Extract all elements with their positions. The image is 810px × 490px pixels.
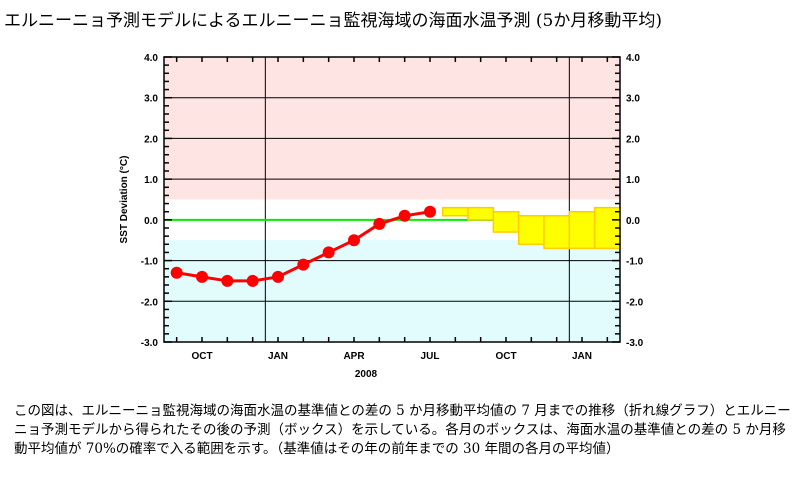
x-tick-label: OCT [191,351,212,362]
observed-point [424,205,436,218]
y-tick-label-right: 3.0 [626,94,640,105]
observed-point [170,266,183,279]
forecast-box [543,215,571,250]
y-tick-label-left: -1.0 [141,257,159,268]
observed-point [272,270,284,283]
observed-point [196,270,208,283]
observed-point [398,209,411,222]
la-nina-zone [164,240,620,342]
y-tick-label-left: -2.0 [141,297,159,308]
el-nino-zone [164,57,620,200]
x-axis-label: 2008 [355,369,378,380]
page-title: エルニーニョ予測モデルによるエルニーニョ監視海域の海面水温予測 (5か月移動平均… [4,11,662,31]
y-tick-label-left: 3.0 [144,94,158,105]
y-tick-label-left: 1.0 [144,175,158,186]
x-tick-label: OCT [495,351,516,362]
y-tick-label-left: 2.0 [144,134,158,145]
y-tick-label-left: 0.0 [144,216,158,227]
observed-point [322,246,335,259]
y-tick-label-right: 1.0 [626,175,640,186]
y-tick-label-right: 0.0 [626,216,640,227]
y-tick-label-right: -3.0 [626,338,644,349]
y-tick-label-left: -3.0 [141,338,159,349]
observed-point [246,274,259,287]
y-axis-label: SST Deviation (°C) [119,156,130,244]
observed-point [373,217,386,230]
y-tick-label-right: -1.0 [626,257,644,268]
forecast-box [441,206,469,217]
forecast-box [568,210,596,250]
observed-point [297,258,310,271]
forecast-box [467,206,495,221]
x-tick-label: JAN [572,351,592,362]
y-tick-label-right: 4.0 [626,53,640,64]
y-tick-label-left: 4.0 [144,53,158,64]
forecast-box [517,215,545,246]
forecast-box [492,210,520,233]
caption: この図は、エルニーニョ監視海域の海面水温の基準値との差の 5 か月移動平均値の … [14,403,791,457]
y-tick-label-right: -2.0 [626,297,644,308]
plot-frame [163,56,621,343]
observed-point [221,274,234,287]
x-tick-label: JAN [268,351,288,362]
x-tick-label: APR [343,351,365,362]
sst-chart: 4.0 4.0 3.0 3.0 2.0 2.0 1.0 1.0 0.0 0.0 -1.0 -1.0 -2… [119,53,644,380]
y-tick-label-right: 2.0 [626,134,640,145]
x-tick-label: JUL [421,351,440,362]
observed-point [348,234,360,247]
